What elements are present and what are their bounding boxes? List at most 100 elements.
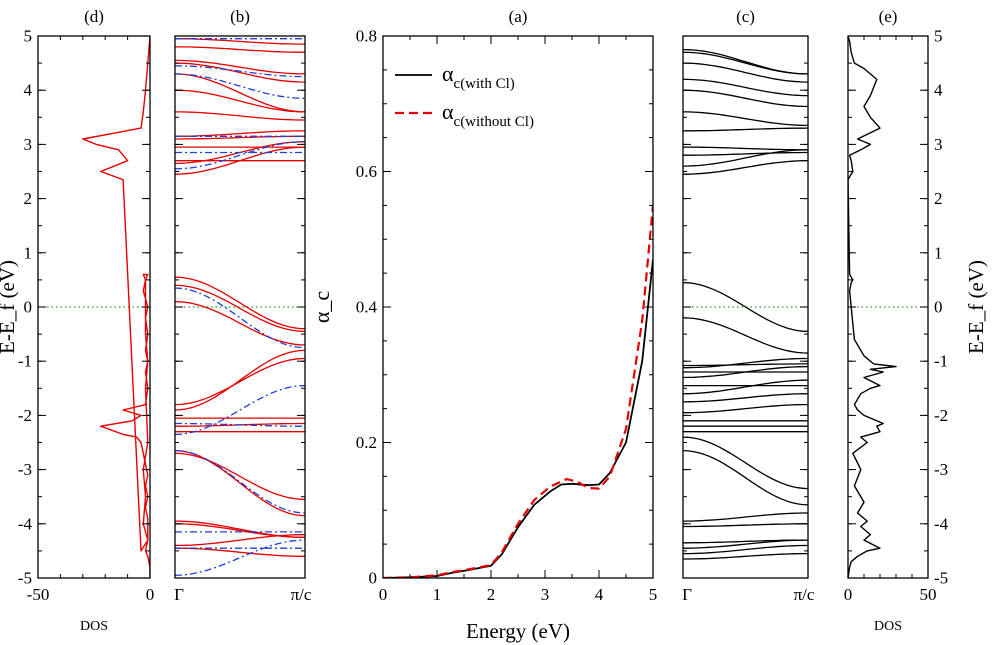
y-tick-label: 0	[934, 298, 943, 317]
x-tick-label: 50	[920, 585, 937, 604]
y-tick-label: -3	[934, 460, 948, 479]
band-b-series0-0	[175, 547, 305, 557]
x-axis-label-a: Energy (eV)	[466, 619, 570, 643]
x-tick-label: 5	[649, 585, 658, 604]
x-tick-label: 2	[487, 585, 496, 604]
legend-subscript: c(with Cl)	[454, 76, 515, 92]
x-tick-label-pi-c-b: π/c	[291, 585, 312, 604]
x-tick-label: 0	[379, 585, 388, 604]
band-c-26	[683, 111, 808, 127]
band-c-29	[683, 62, 808, 83]
band-b-series0-10	[175, 357, 305, 406]
panel-a: 00.20.40.60.80 1 2 3 4 5(a)Energy (eV)α_cαc(w…	[309, 7, 657, 643]
y-tick-label: 0.6	[356, 162, 377, 181]
x-tick-label: 3	[541, 585, 550, 604]
band-c-5	[683, 512, 808, 522]
y-axis-label-e: E-E_f (eV)	[964, 260, 988, 354]
y-tick-label: 2	[24, 189, 33, 208]
x-axis-label-d: DOS	[80, 619, 108, 634]
band-b-series0-23	[175, 62, 305, 83]
band-c-11	[683, 403, 808, 414]
x-tick-label: 0	[844, 585, 853, 604]
band-c-21	[683, 160, 808, 175]
panel-label-b: (b)	[230, 7, 250, 26]
x-tick-label: 4	[595, 585, 604, 604]
legend-subscript: c(without Cl)	[454, 114, 534, 130]
band-b-series1-4	[175, 384, 305, 436]
band-c-4	[683, 523, 808, 528]
band-c-13	[683, 379, 808, 395]
band-b-series0-5	[175, 449, 305, 517]
band-c-0	[683, 552, 808, 560]
panel-label-d: (d)	[84, 7, 104, 26]
y-tick-label: 0.4	[356, 298, 378, 317]
y-tick-label: -1	[934, 352, 948, 371]
band-b-series0-24	[175, 59, 305, 75]
y-tick-label: 0.8	[356, 27, 377, 46]
band-c-18	[683, 363, 808, 367]
band-c-31	[683, 48, 808, 75]
band-c-17	[683, 357, 808, 369]
band-b-series0-19	[175, 130, 305, 137]
band-c-12	[683, 393, 808, 403]
band-b-series0-4	[175, 452, 305, 501]
legend-symbol: α	[442, 61, 454, 86]
y-tick-label: 1	[934, 243, 943, 262]
band-b-series1-10	[175, 73, 305, 99]
y-tick-label: 2	[934, 189, 943, 208]
band-c-7	[683, 436, 808, 490]
y-tick-label: -4	[934, 514, 949, 533]
x-tick-label: 0	[146, 585, 155, 604]
band-c-25	[683, 127, 808, 132]
x-tick-label: 1	[433, 585, 442, 604]
legend-entry-0: αc(with Cl)	[442, 61, 515, 92]
band-c-28	[683, 78, 808, 97]
band-b-series1-0	[175, 539, 305, 576]
y-tick-label: 1	[24, 243, 33, 262]
band-c-23	[683, 151, 808, 156]
band-b-series0-13	[175, 276, 305, 330]
alpha-curve-1	[383, 205, 653, 578]
y-tick-label: -5	[934, 569, 948, 588]
y-tick-label: -2	[934, 406, 948, 425]
y-tick-label: 0	[369, 569, 378, 588]
x-tick-label-gamma-c: Γ	[682, 585, 692, 604]
panel-d: -5 -4 -3 -2 -1 0 1 2 3 4 5 -50 0 (d) DOS E-E_f (eV)	[0, 7, 154, 634]
band-b-series0-22	[175, 73, 305, 113]
band-c-1	[683, 544, 808, 555]
y-axis-label-a: α_c	[309, 291, 334, 324]
alpha-curve-0	[383, 259, 653, 578]
band-b-series0-25	[175, 46, 305, 53]
band-b-series1-7	[175, 141, 305, 170]
y-tick-label: 4	[24, 81, 33, 100]
band-b-series0-1	[175, 533, 305, 547]
y-axis-label-d: E-E_f (eV)	[0, 260, 19, 354]
band-c-27	[683, 89, 808, 108]
x-axis-label-e: DOS	[874, 619, 902, 634]
y-tick-label: -2	[18, 406, 32, 425]
dos-curve-d	[82, 36, 150, 578]
band-b-series1-5	[175, 422, 305, 427]
band-c-24	[683, 146, 808, 151]
y-tick-label: 3	[24, 135, 33, 154]
band-c-30	[683, 51, 808, 75]
panel-label-c: (c)	[736, 7, 755, 26]
y-tick-label: -1	[18, 352, 32, 371]
y-tick-label: 4	[934, 81, 943, 100]
legend-symbol: α	[442, 99, 454, 124]
legend-entry-1: αc(without Cl)	[442, 99, 534, 130]
band-b-series0-3	[175, 520, 305, 539]
band-b-series0-21	[175, 89, 305, 113]
y-tick-label: 3	[934, 135, 943, 154]
band-c-20	[683, 281, 808, 333]
y-tick-label: 0.2	[356, 433, 377, 452]
y-tick-label: 0	[24, 298, 33, 317]
band-b-series0-26	[175, 38, 305, 45]
y-tick-label: 5	[24, 27, 33, 46]
band-b-series0-11	[175, 300, 305, 346]
y-tick-label: -4	[18, 514, 33, 533]
